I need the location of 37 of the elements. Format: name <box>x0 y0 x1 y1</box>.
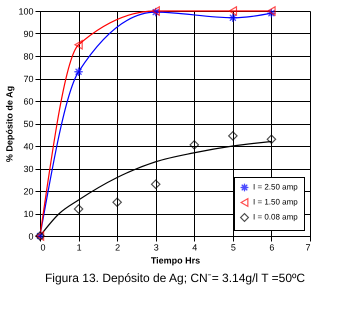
point <box>266 8 276 18</box>
point <box>74 40 83 50</box>
y-tick-label: 50 <box>23 119 34 129</box>
x-tick-label: 0 <box>40 242 46 252</box>
legend-label: I = 0.08 amp <box>253 212 298 222</box>
x-tick-label: 5 <box>230 242 236 252</box>
x-tick-label: 7 <box>305 242 310 252</box>
legend-label: I = 2.50 amp <box>253 182 298 192</box>
x-tick-label: 6 <box>269 242 274 252</box>
y-tick-label: 80 <box>23 52 34 62</box>
y-tick-label: 100 <box>18 6 34 16</box>
x-tick-label: 1 <box>76 242 82 252</box>
y-tick-label: 90 <box>23 29 34 39</box>
point <box>266 134 276 144</box>
point <box>150 179 160 190</box>
point <box>112 197 122 208</box>
point <box>74 204 84 214</box>
x-tick-label: 4 <box>192 242 198 252</box>
y-tick-label: 0 <box>28 232 34 242</box>
point <box>228 12 238 23</box>
y-axis-title: % Depósito de Ag <box>4 86 14 162</box>
point <box>190 140 200 150</box>
x-axis-title: Tiempo Hrs <box>150 256 200 266</box>
y-tick-label: 20 <box>23 186 34 196</box>
x-tick-label: 2 <box>115 242 120 252</box>
point <box>228 6 238 16</box>
text: Figura 13. Depósito de Ag; CN⁻= 3.14g/l T =50ºC <box>44 271 306 285</box>
y-tick-label: 60 <box>23 96 34 106</box>
point <box>228 131 238 141</box>
point <box>74 66 84 77</box>
y-tick-label: 40 <box>23 142 34 152</box>
legend-label: I = 1.50 amp <box>253 198 298 206</box>
y-tick-label: 10 <box>23 209 34 219</box>
y-tick-label: 70 <box>23 74 34 84</box>
point <box>267 6 276 16</box>
x-tick-label: 3 <box>154 242 159 252</box>
y-tick-label: 30 <box>23 164 34 174</box>
